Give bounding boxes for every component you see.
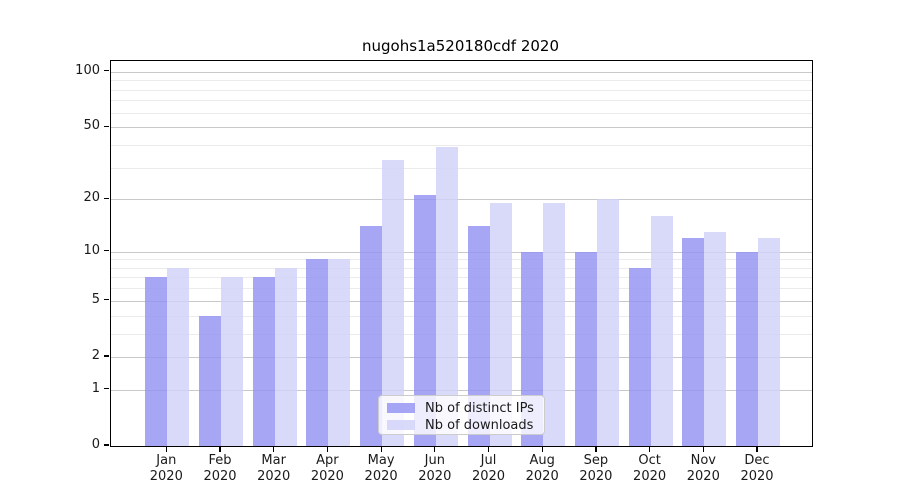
- legend-label-distinct-ips: Nb of distinct IPs: [425, 400, 534, 416]
- major-gridline-5: [111, 300, 812, 302]
- minor-gridline-70: [111, 100, 812, 102]
- minor-gridline-40: [111, 144, 812, 146]
- bar-jun-distinct-ips: [413, 195, 436, 446]
- bar-sep-distinct-ips: [574, 251, 597, 446]
- bar-jul-distinct-ips: [467, 226, 490, 446]
- bar-nov-distinct-ips: [682, 238, 705, 446]
- chart-title: nugohs1a520180cdf 2020: [361, 37, 560, 55]
- legend-swatch-distinct-ips: [387, 403, 415, 413]
- legend-label-downloads: Nb of downloads: [425, 417, 534, 433]
- y-tick-label-10: 10: [83, 242, 100, 258]
- bar-dec-distinct-ips: [736, 251, 758, 446]
- major-gridline-50: [111, 127, 812, 129]
- x-tick-label-nov: Nov 2020: [686, 453, 720, 484]
- x-tick-label-may: May 2020: [364, 453, 398, 484]
- y-tick-mark-1: [104, 388, 109, 390]
- minor-gridline-4: [111, 315, 812, 317]
- x-tick-label-jul: Jul 2020: [471, 453, 506, 484]
- x-tick-mark-apr: [326, 446, 329, 452]
- x-tick-label-sep: Sep 2020: [579, 453, 613, 484]
- legend-item-downloads: Nb of downloads: [387, 417, 544, 433]
- x-tick-label-dec: Dec 2020: [740, 453, 774, 484]
- bar-jun-downloads: [435, 146, 458, 446]
- x-tick-label-oct: Oct 2020: [633, 453, 667, 484]
- legend-swatch-downloads: [387, 420, 415, 430]
- y-tick-mark-0: [104, 444, 109, 446]
- y-tick-label-5: 5: [91, 291, 100, 307]
- y-tick-mark-20: [104, 197, 109, 199]
- x-tick-label-mar: Mar 2020: [257, 453, 291, 484]
- x-tick-label-feb: Feb 2020: [203, 453, 237, 484]
- x-tick-mark-oct: [649, 446, 651, 452]
- y-tick-label-100: 100: [75, 62, 100, 78]
- x-tick-mark-jun: [434, 446, 436, 452]
- bar-may-distinct-ips: [360, 226, 383, 446]
- legend: Nb of distinct IPs Nb of downloads: [378, 395, 545, 435]
- minor-gridline-8: [111, 267, 812, 269]
- bar-feb-downloads: [221, 277, 243, 446]
- bar-jan-distinct-ips: [145, 277, 168, 446]
- y-tick-mark-5: [104, 299, 109, 301]
- bar-oct-distinct-ips: [628, 267, 651, 446]
- x-tick-label-aug: Aug 2020: [525, 453, 559, 484]
- x-tick-mark-jan: [165, 446, 167, 452]
- y-tick-label-20: 20: [83, 190, 100, 206]
- x-tick-mark-nov: [702, 446, 704, 452]
- minor-gridline-7: [111, 277, 812, 279]
- y-tick-label-50: 50: [83, 118, 100, 134]
- major-gridline-10: [111, 251, 812, 253]
- y-tick-label-1: 1: [91, 380, 100, 396]
- bar-sep-downloads: [596, 199, 619, 446]
- bar-jul-downloads: [489, 203, 512, 446]
- bar-oct-downloads: [650, 216, 673, 446]
- x-tick-mark-may: [380, 446, 382, 452]
- x-tick-label-jan: Jan 2020: [149, 453, 183, 484]
- minor-gridline-30: [111, 167, 812, 169]
- x-tick-mark-sep: [595, 446, 597, 452]
- y-tick-mark-100: [104, 70, 109, 72]
- major-gridline-100: [111, 71, 812, 73]
- bar-aug-downloads: [543, 203, 566, 446]
- x-tick-mark-dec: [756, 446, 758, 452]
- minor-gridline-6: [111, 288, 812, 290]
- major-gridline-2: [111, 356, 812, 358]
- x-tick-mark-feb: [219, 446, 221, 452]
- minor-gridline-9: [111, 259, 812, 261]
- bar-apr-distinct-ips: [306, 259, 329, 446]
- major-gridline-20: [111, 199, 812, 201]
- bar-nov-downloads: [704, 232, 727, 446]
- minor-gridline-80: [111, 89, 812, 91]
- x-tick-mark-mar: [273, 446, 275, 452]
- x-tick-mark-jul: [487, 446, 490, 452]
- x-tick-label-apr: Apr 2020: [310, 453, 344, 484]
- minor-gridline-3: [111, 333, 812, 335]
- y-tick-label-2: 2: [91, 347, 100, 363]
- y-tick-mark-2: [104, 355, 109, 357]
- bar-mar-downloads: [274, 267, 297, 446]
- x-tick-mark-aug: [541, 446, 543, 452]
- legend-item-distinct-ips: Nb of distinct IPs: [387, 400, 544, 416]
- minor-gridline-90: [111, 80, 812, 82]
- bar-jan-downloads: [167, 267, 190, 446]
- bar-apr-downloads: [328, 259, 351, 446]
- bar-may-downloads: [382, 160, 405, 446]
- plot-area: Nb of distinct IPs Nb of downloads: [110, 60, 813, 447]
- bar-feb-distinct-ips: [199, 315, 221, 446]
- y-tick-mark-10: [104, 249, 109, 252]
- bar-mar-distinct-ips: [252, 277, 275, 446]
- major-gridline-1: [111, 389, 812, 391]
- y-tick-label-0: 0: [91, 437, 100, 452]
- minor-gridline-60: [111, 112, 812, 114]
- y-tick-mark-50: [104, 125, 109, 127]
- bar-dec-downloads: [758, 238, 780, 446]
- x-tick-label-jun: Jun 2020: [418, 453, 452, 484]
